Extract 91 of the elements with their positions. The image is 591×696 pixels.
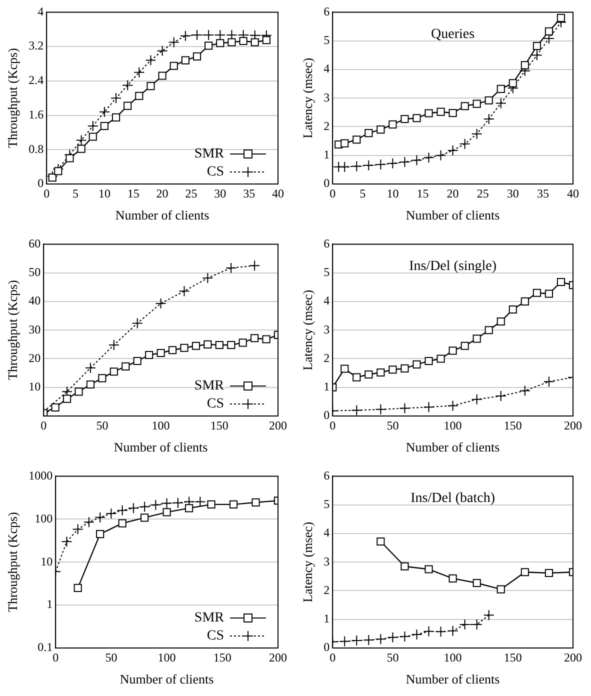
x-tick-label: 200 [564,650,582,664]
y-tick-label: 2 [324,118,330,133]
x-axis-title: Number of clients [115,208,210,223]
y-tick-label: 5 [324,264,330,279]
x-tick-label: 150 [213,650,232,664]
y-tick-label: 1 [46,597,53,612]
y-axis-title: Latency (msec) [300,290,316,370]
x-tick-label: 25 [476,186,489,200]
y-tick-label: 2 [324,582,330,597]
legend-label: CS [206,164,224,180]
y-tick-label: 4 [324,526,330,540]
legend-label: CS [206,396,224,412]
x-tick-label: 35 [536,186,549,200]
x-tick-label: 35 [243,186,256,200]
y-tick-label: 6 [324,4,330,18]
y-tick-label: 0.1 [38,640,53,654]
x-tick-label: 150 [504,650,522,664]
x-tick-label: 200 [564,418,582,432]
x-tick-label: 50 [386,418,399,432]
y-tick-label: 0 [324,408,330,422]
y-tick-label: 2.4 [28,73,44,88]
legend-label: SMR [194,146,225,162]
x-tick-label: 10 [98,186,110,200]
y-tick-label: 100 [34,511,53,526]
x-axis-title: Number of clients [114,440,208,455]
annotation: Ins/Del (batch) [410,490,496,506]
y-tick-label: 5 [324,32,330,47]
y-tick-label: 30 [28,322,41,336]
y-axis-title: Throughput (Kcps) [5,512,20,612]
x-tick-label: 30 [214,186,226,200]
y-tick-label: 1 [324,612,330,626]
y-axis-title: Latency (msec) [300,522,316,602]
y-axis-title: Throughput (Kcps) [5,48,20,148]
legend-label: CS [206,628,224,644]
annotation: Queries [431,26,475,42]
x-tick-label: 150 [210,418,228,432]
x-tick-label: 100 [158,650,176,664]
y-tick-label: 1 [324,148,330,162]
y-tick-label: 40 [28,294,41,308]
y-tick-label: 3 [324,90,330,104]
y-tick-label: 0 [324,176,330,190]
annotation: Ins/Del (single) [409,258,497,274]
y-tick-label: 20 [28,350,41,365]
x-tick-label: 40 [567,186,579,200]
y-tick-label: 10 [28,380,41,394]
x-tick-label: 20 [156,186,168,200]
y-tick-label: 4 [324,62,330,76]
legend-label: SMR [194,610,225,626]
x-axis-title: Number of clients [406,208,500,223]
x-tick-label: 100 [444,418,462,432]
x-tick-label: 5 [72,186,79,200]
x-tick-label: 150 [504,418,522,432]
y-tick-label: 1.6 [28,107,44,122]
x-tick-label: 50 [386,650,399,664]
x-tick-label: 50 [105,650,118,664]
x-axis-title: Number of clients [406,672,500,687]
y-tick-label: 2 [324,350,330,365]
y-tick-label: 1000 [28,468,53,482]
x-tick-label: 100 [152,418,170,432]
x-axis-title: Number of clients [120,672,214,687]
y-tick-label: 50 [28,264,41,279]
y-axis-title: Latency (msec) [300,58,316,138]
x-tick-label: 100 [444,650,462,664]
y-tick-label: 0 [324,640,330,654]
y-tick-label: 3 [324,322,330,336]
y-axis-title: Throughput (Kcps) [5,280,20,380]
x-tick-label: 50 [96,418,108,432]
y-tick-label: 3.2 [28,38,44,53]
y-tick-label: 5 [324,496,330,511]
y-tick-label: 6 [324,236,330,250]
y-tick-label: 60 [28,236,41,250]
x-tick-label: 30 [506,186,519,200]
legend-label: SMR [194,378,225,394]
x-tick-label: 40 [272,186,284,200]
x-tick-label: 200 [269,650,287,664]
y-tick-label: 0.8 [28,142,44,156]
y-tick-label: 4 [324,294,330,308]
x-tick-label: 200 [269,418,287,432]
y-tick-label: 4 [38,4,44,18]
y-tick-label: 0 [38,176,44,190]
y-tick-label: 6 [324,468,330,482]
y-tick-label: 1 [324,380,330,394]
x-tick-label: 20 [446,186,459,200]
y-tick-label: 10 [40,554,53,568]
x-tick-label: 5 [360,186,366,200]
x-tick-label: 25 [185,186,198,200]
x-tick-label: 15 [416,186,429,200]
x-axis-title: Number of clients [406,440,500,455]
x-tick-label: 15 [127,186,140,200]
y-tick-label: 3 [324,554,330,568]
x-tick-label: 10 [386,186,399,200]
